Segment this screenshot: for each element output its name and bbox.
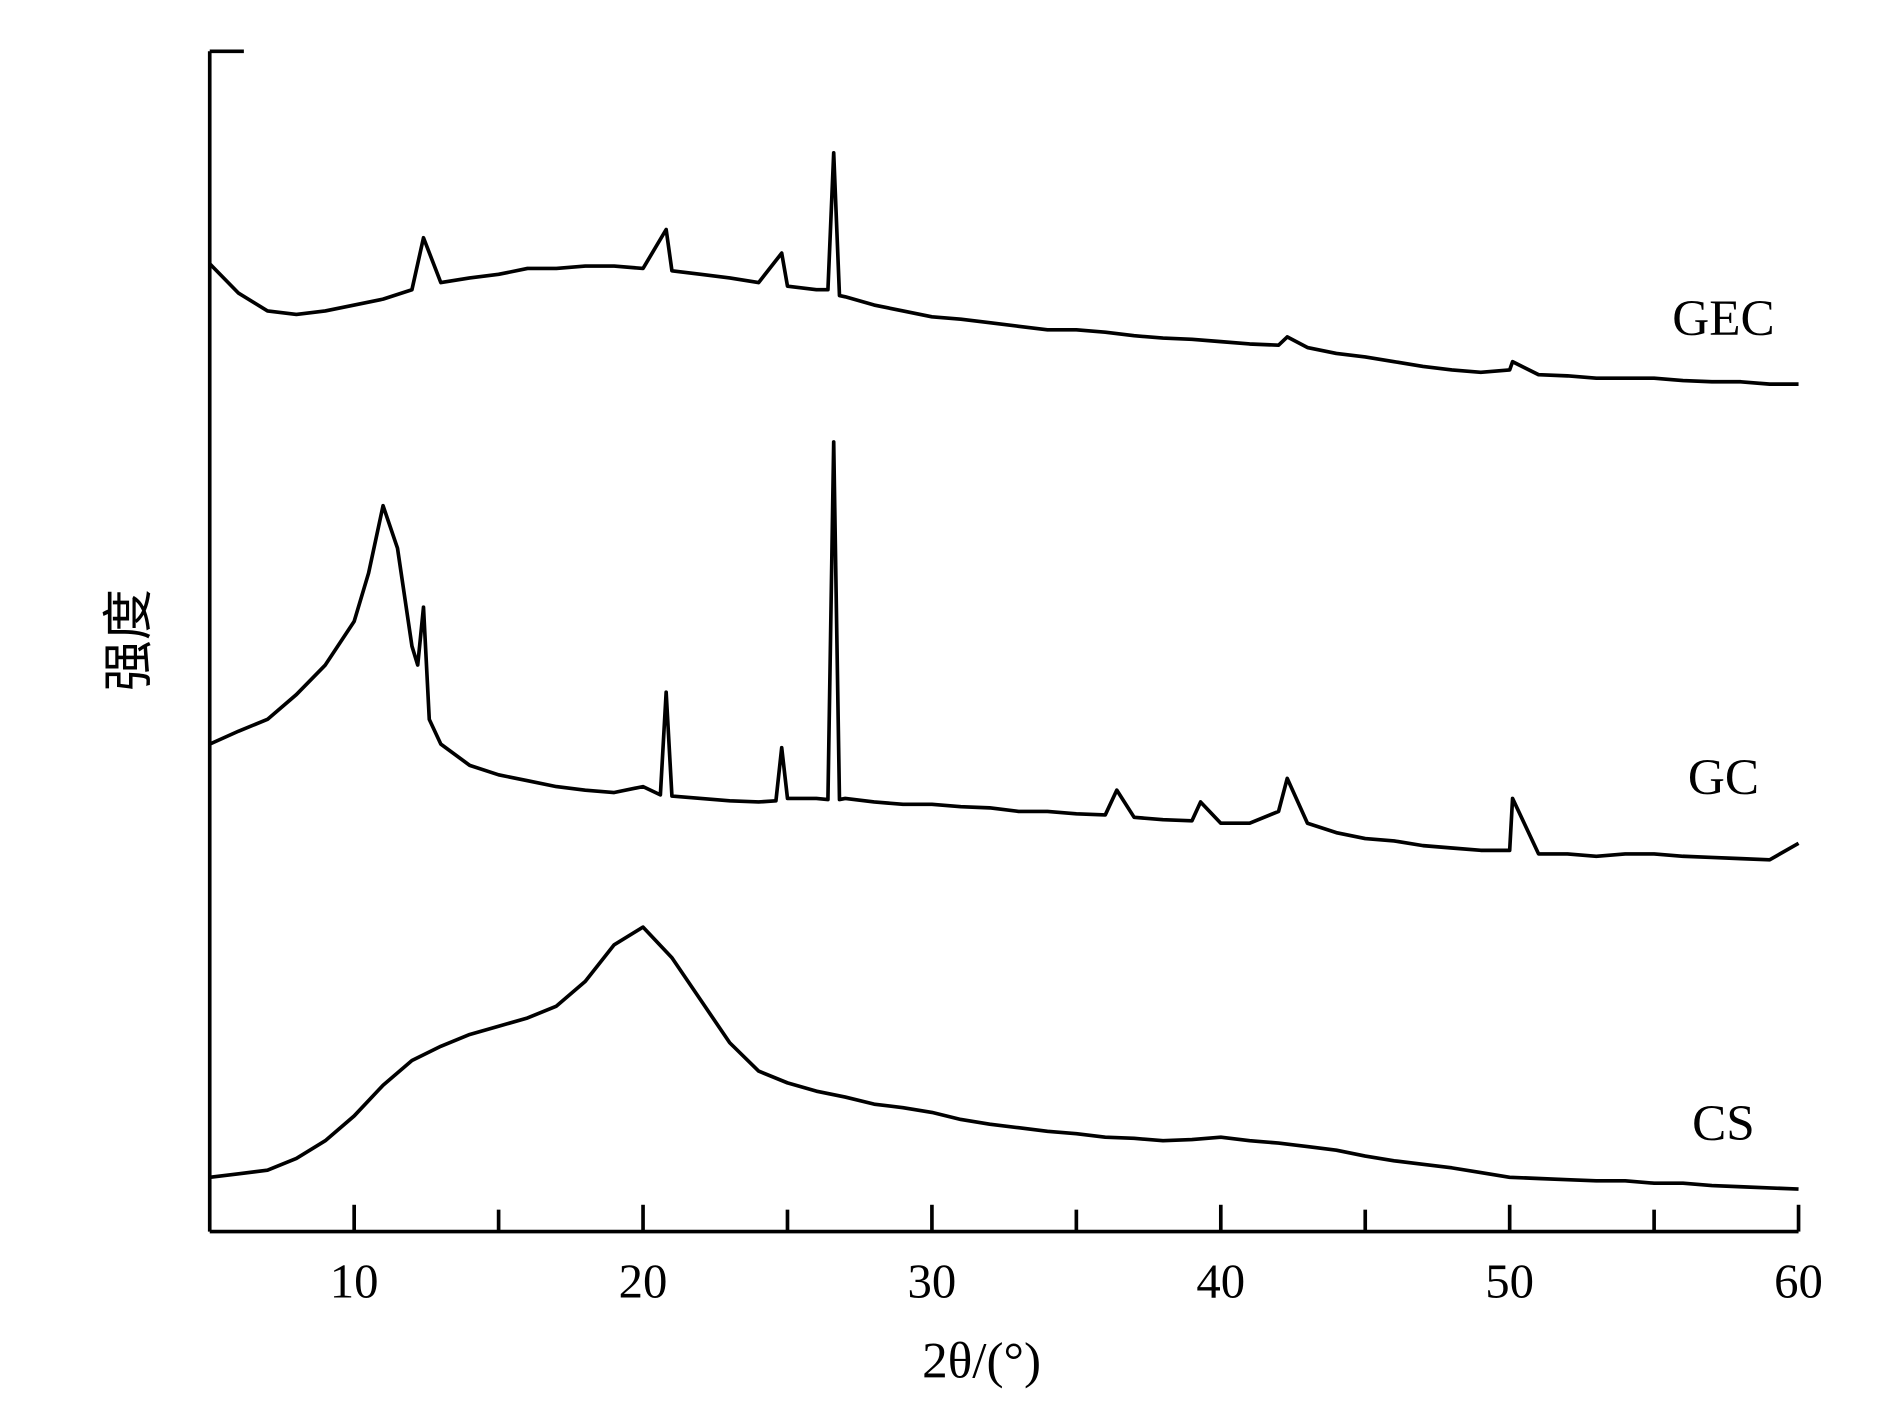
- x-tick-label: 30: [908, 1255, 957, 1309]
- series-line: [208, 440, 1800, 862]
- y-axis-title: 强度: [101, 589, 158, 691]
- series-label: GEC: [1672, 290, 1774, 347]
- series-label: GC: [1688, 749, 1759, 806]
- x-axis-title: 2θ/(°): [922, 1332, 1041, 1389]
- x-tick-label: 10: [330, 1255, 379, 1309]
- series-line: [208, 150, 1799, 386]
- x-tick-label: 40: [1196, 1255, 1245, 1309]
- series-label: CS: [1692, 1095, 1755, 1152]
- x-tick-label: 50: [1485, 1255, 1534, 1309]
- x-tick-label: 60: [1774, 1255, 1823, 1309]
- series-line: [209, 925, 1799, 1191]
- x-tick-label: 20: [619, 1255, 668, 1309]
